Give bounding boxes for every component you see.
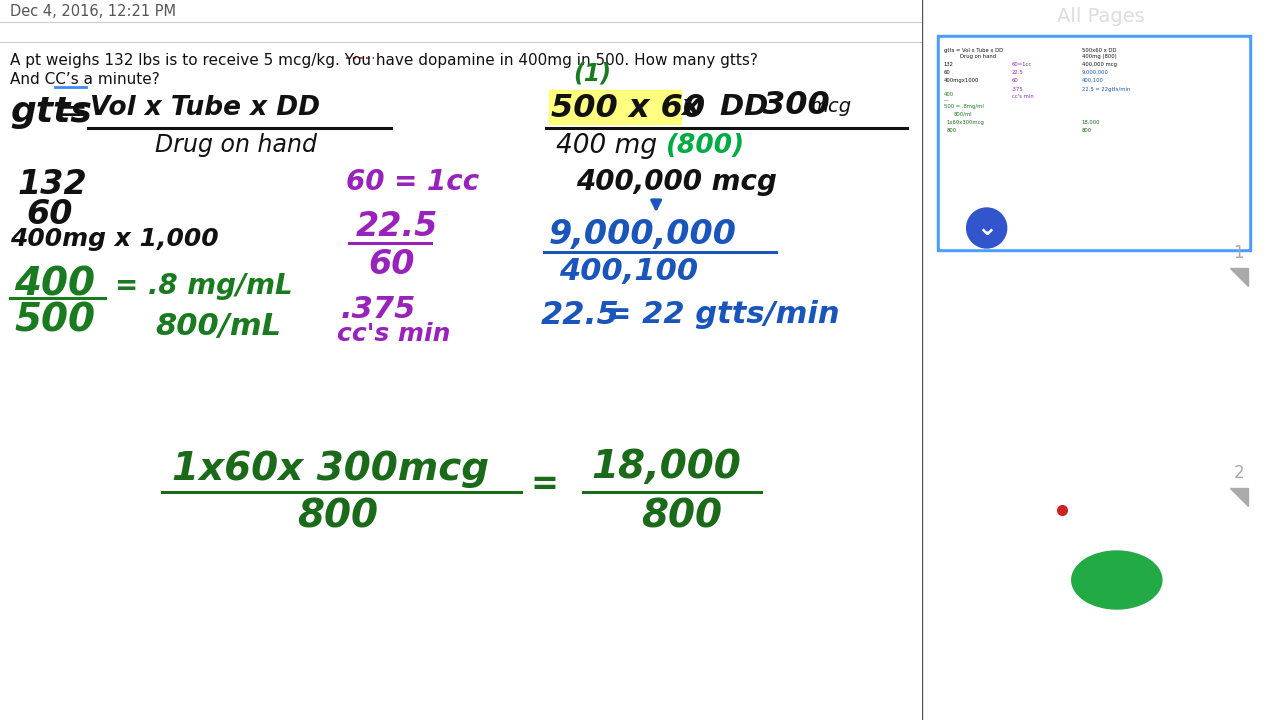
- Text: A pt weighs 132 lbs is to receive 5 mcg/kg. You have dopamine in 400mg in 500. H: A pt weighs 132 lbs is to receive 5 mcg/…: [10, 53, 758, 68]
- Text: 500 = .8mg/ml: 500 = .8mg/ml: [943, 104, 983, 109]
- Text: =: =: [58, 95, 87, 129]
- Circle shape: [966, 208, 1006, 248]
- Text: 60: 60: [1011, 78, 1019, 83]
- Text: 800: 800: [297, 497, 379, 535]
- Text: 9,000,000: 9,000,000: [1082, 70, 1108, 75]
- Text: 132: 132: [943, 62, 954, 67]
- Text: gtts = Vol x Tube x DD: gtts = Vol x Tube x DD: [943, 48, 1002, 53]
- Text: cc's min: cc's min: [337, 322, 451, 346]
- Text: 400 mg: 400 mg: [556, 133, 657, 159]
- Ellipse shape: [1071, 551, 1162, 609]
- Text: .375: .375: [340, 295, 416, 324]
- Bar: [940, 38, 1248, 248]
- Text: 400,100: 400,100: [1082, 78, 1103, 83]
- Text: Drug on hand: Drug on hand: [960, 54, 996, 59]
- Text: 1x60x300mcg: 1x60x300mcg: [947, 120, 984, 125]
- Text: ---: ---: [943, 98, 950, 103]
- Text: 400,000 mcg: 400,000 mcg: [576, 168, 777, 196]
- Text: .375: .375: [1011, 87, 1023, 92]
- Text: 2: 2: [1234, 464, 1244, 482]
- Text: ⌄: ⌄: [977, 216, 997, 240]
- Text: 800: 800: [947, 128, 956, 133]
- Text: (1): (1): [573, 62, 611, 86]
- Text: 18,000: 18,000: [591, 448, 741, 486]
- Text: 60: 60: [943, 70, 950, 75]
- Polygon shape: [1230, 268, 1248, 286]
- Text: cc's min: cc's min: [1011, 94, 1033, 99]
- Text: 400mg x 1,000: 400mg x 1,000: [10, 227, 219, 251]
- Text: 60: 60: [369, 248, 415, 281]
- Text: 18,000: 18,000: [1082, 120, 1101, 125]
- Text: 132: 132: [18, 168, 88, 201]
- Text: 9,000,000: 9,000,000: [549, 218, 737, 251]
- Text: 1: 1: [1234, 244, 1244, 262]
- Text: 300: 300: [763, 90, 829, 121]
- Text: 500x60 x DD: 500x60 x DD: [1082, 48, 1116, 53]
- Polygon shape: [1230, 488, 1248, 506]
- Text: 60 = 1cc: 60 = 1cc: [346, 168, 479, 196]
- Text: 60: 60: [26, 198, 73, 231]
- Text: = 22 gtts/min: = 22 gtts/min: [605, 300, 840, 329]
- Text: Vol x Tube x DD: Vol x Tube x DD: [90, 95, 320, 121]
- Text: 400,100: 400,100: [559, 257, 698, 286]
- Text: 400: 400: [943, 92, 954, 97]
- Text: (800): (800): [666, 133, 745, 159]
- Text: 400mg (800): 400mg (800): [1082, 54, 1116, 59]
- Text: Drug on hand: Drug on hand: [155, 133, 317, 157]
- Bar: [549, 90, 681, 124]
- Text: 800/mL: 800/mL: [155, 312, 282, 341]
- Text: = .8 mg/mL: = .8 mg/mL: [115, 272, 293, 300]
- Text: gtts: gtts: [10, 95, 92, 129]
- Text: 500 x 60: 500 x 60: [550, 93, 705, 124]
- Text: 800: 800: [641, 497, 722, 535]
- Text: 500: 500: [14, 302, 95, 340]
- Text: All Pages: All Pages: [1057, 6, 1144, 25]
- Text: Dec 4, 2016, 12:21 PM: Dec 4, 2016, 12:21 PM: [10, 4, 177, 19]
- Text: 800: 800: [1082, 128, 1092, 133]
- Text: 400,000 mcg: 400,000 mcg: [1082, 62, 1116, 67]
- Text: mcg: mcg: [809, 97, 851, 116]
- Text: 60=1cc: 60=1cc: [1011, 62, 1032, 67]
- Text: 22.5: 22.5: [1011, 70, 1024, 75]
- Text: 800/ml: 800/ml: [954, 112, 973, 117]
- Bar: [937, 35, 1251, 251]
- Text: 22.5: 22.5: [356, 210, 438, 243]
- Text: =: =: [531, 468, 559, 501]
- Text: 22.5: 22.5: [541, 300, 620, 331]
- Text: 1x60x 300mcg: 1x60x 300mcg: [173, 450, 489, 488]
- Bar: [940, 488, 1248, 698]
- Bar: [940, 268, 1248, 468]
- Text: x  DD: x DD: [681, 93, 768, 121]
- Text: 22.5 = 22gtts/min: 22.5 = 22gtts/min: [1082, 87, 1130, 92]
- Text: 400: 400: [14, 265, 95, 303]
- Text: 400mgx1000: 400mgx1000: [943, 78, 979, 83]
- Text: And CC’s a minute?: And CC’s a minute?: [10, 72, 160, 87]
